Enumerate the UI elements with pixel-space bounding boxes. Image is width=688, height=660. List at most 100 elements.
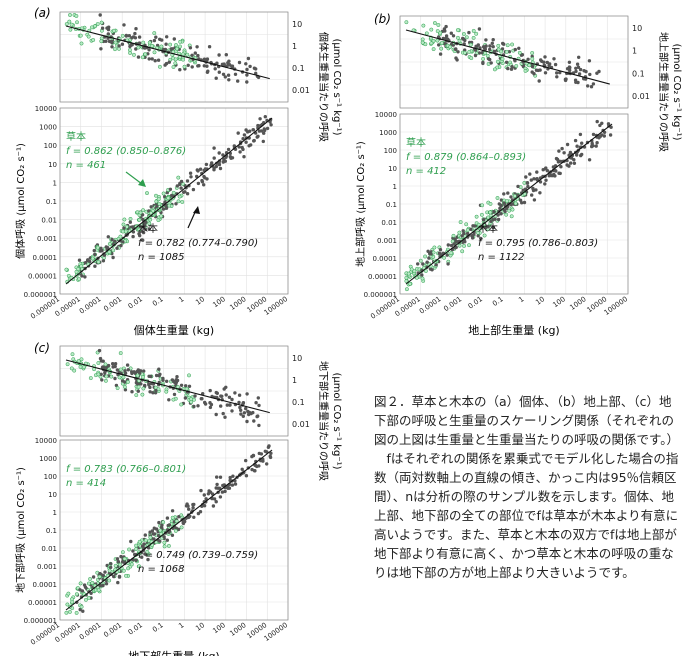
bottom-y-tick: 10000 (35, 105, 57, 113)
bottom-y-tick: 0.001 (377, 237, 397, 245)
x-axis-label: 個体生重量 (kg) (134, 323, 214, 337)
bottom-y-tick: 10 (388, 165, 397, 173)
bottom-fit-line (65, 449, 273, 611)
bottom-fit-line (405, 123, 613, 285)
x-tick: 1000 (229, 295, 248, 312)
top-fit-line (65, 25, 270, 80)
herb-label: 草本 (66, 130, 86, 143)
bottom-y-axis-label: 地下部呼吸 (μmol CO₂ s⁻¹) (14, 467, 27, 593)
panel-a: (a)1010.10.010.0000010.000010.00010.0010… (14, 6, 342, 337)
herb-n-value: n = 461 (66, 160, 106, 171)
top-y-tick: 1 (632, 47, 637, 56)
bottom-plot-frame (399, 113, 629, 295)
x-tick: 100 (551, 295, 567, 309)
bottom-y-tick: 0.00001 (368, 273, 397, 281)
herb-n-value: n = 412 (406, 166, 446, 177)
top-y-axis-label: 地上部生重量当たりの呼吸 (657, 32, 670, 152)
bottom-y-tick: 0.0001 (373, 255, 398, 263)
x-tick: 10 (534, 295, 546, 307)
x-tick: 100000 (263, 621, 289, 643)
x-axis-label: 地下部生重量 (kg) (128, 649, 219, 656)
bottom-y-tick: 1000 (39, 455, 57, 463)
x-tick: 0.001 (102, 621, 123, 639)
top-y-tick: 0.1 (292, 398, 305, 407)
top-plot-frame (59, 11, 289, 103)
herb-f-value: f = 0.879 (0.864–0.893) (406, 152, 526, 163)
top-y-tick: 10 (292, 354, 302, 363)
figure-caption: 図２．草本と木本の（a）個体、（b）地上部、（c）地下部の呼吸と生重量のスケーリ… (374, 392, 680, 582)
bottom-y-tick: 100 (44, 473, 57, 481)
x-tick: 0.0001 (78, 621, 103, 642)
wood-label: 木本 (478, 222, 498, 235)
x-tick: 0.01 (127, 621, 144, 636)
bottom-y-tick: 0.01 (41, 545, 57, 553)
x-tick: 0.001 (442, 295, 463, 313)
bottom-y-tick: 0.1 (386, 201, 397, 209)
bottom-y-tick: 0.001 (37, 235, 57, 243)
x-tick: 1 (517, 295, 525, 304)
x-tick: 1000 (569, 295, 588, 312)
top-y-axis-unit: (μmol CO₂ s⁻¹ kg⁻¹) (331, 38, 342, 135)
top-y-axis-unit: (μmol CO₂ s⁻¹ kg⁻¹) (331, 372, 342, 469)
bottom-y-tick: 10 (48, 161, 57, 169)
x-tick: 0.1 (491, 295, 505, 308)
bottom-y-axis-label: 地上部呼吸 (μmol CO₂ s⁻¹) (354, 141, 367, 267)
bottom-y-tick: 10000 (375, 111, 397, 119)
wood-n-value: n = 1068 (138, 564, 185, 575)
x-tick: 1 (177, 621, 185, 630)
bottom-y-tick: 0.01 (381, 219, 397, 227)
x-tick: 0.001 (102, 295, 123, 313)
top-y-tick: 0.01 (632, 92, 650, 101)
x-tick: 0.1 (151, 621, 165, 634)
bottom-plot-frame (59, 439, 289, 621)
top-plot-frame (399, 15, 629, 109)
bottom-plot-frame (59, 107, 289, 295)
x-tick: 0.0001 (418, 295, 443, 316)
panel-label: (c) (34, 341, 50, 355)
bottom-y-tick: 1 (393, 183, 397, 191)
wood-n-value: n = 1085 (138, 252, 185, 263)
bottom-y-tick: 0.1 (46, 527, 57, 535)
panel-label: (a) (34, 6, 51, 20)
top-y-tick: 0.1 (632, 69, 645, 78)
top-y-tick: 1 (292, 42, 297, 51)
top-plot-frame (59, 345, 289, 437)
top-y-tick: 0.1 (292, 64, 305, 73)
top-y-axis-label: 個体生重量当たりの呼吸 (317, 32, 330, 142)
bottom-y-tick: 0.000001 (364, 291, 397, 299)
bottom-y-tick: 0.001 (37, 563, 57, 571)
bottom-y-tick: 10000 (35, 437, 57, 445)
herb-arrow (125, 171, 143, 185)
scatter-points (404, 20, 613, 292)
top-y-tick: 10 (632, 24, 642, 33)
bottom-fit-line (65, 117, 273, 285)
herb-n-value: n = 414 (66, 478, 106, 489)
bottom-y-tick: 0.00001 (28, 599, 57, 607)
bottom-y-tick: 1000 (379, 129, 397, 137)
herb-f-value: f = 0.862 (0.850–0.876) (66, 146, 186, 157)
x-axis-label: 地上部生重量 (kg) (468, 323, 559, 337)
bottom-y-tick: 0.000001 (24, 291, 57, 299)
wood-n-value: n = 1122 (478, 252, 525, 263)
x-tick: 0.01 (127, 295, 144, 310)
herb-f-value: f = 0.783 (0.766–0.801) (66, 464, 186, 475)
bottom-y-tick: 0.0001 (33, 254, 58, 262)
x-tick: 10 (194, 621, 206, 633)
top-fit-line (405, 29, 610, 85)
panel-c: (c)1010.10.010.0000010.000010.00010.0010… (14, 341, 342, 660)
bottom-y-tick: 1 (53, 179, 57, 187)
wood-f-value: f = 0.782 (0.774–0.790) (138, 238, 258, 249)
caption-title: 図２．草本と木本の（a）個体、（b）地上部、（c）地下部の呼吸と生重量のスケーリ… (374, 394, 680, 447)
x-tick: 100 (211, 295, 227, 309)
wood-f-value: f = 0.749 (0.739–0.759) (138, 550, 258, 561)
x-tick: 100000 (263, 295, 289, 317)
top-y-tick: 10 (292, 20, 302, 29)
scatter-points (64, 348, 273, 615)
bottom-y-tick: 100 (44, 142, 57, 150)
bottom-y-tick: 0.1 (46, 198, 57, 206)
herb-label: 草本 (406, 136, 426, 149)
x-tick: 100000 (603, 295, 629, 317)
top-fit-line (65, 359, 270, 414)
panel-b: (b)1010.10.010.0000010.000010.00010.0010… (354, 12, 682, 337)
